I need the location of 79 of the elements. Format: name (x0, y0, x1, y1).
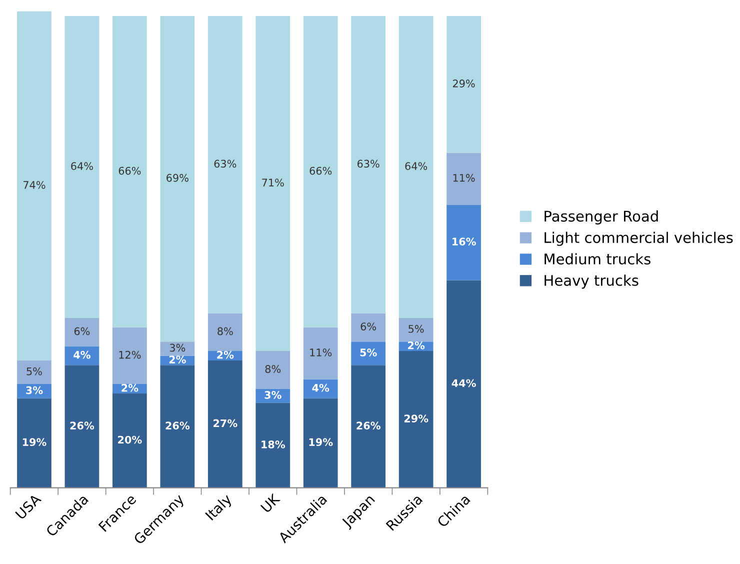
bar (160, 342, 195, 356)
data-label: 4% (74, 350, 90, 359)
data-label: 29% (452, 80, 475, 88)
bar (446, 16, 481, 153)
bar (351, 313, 386, 342)
legend-label: Passenger Road (544, 210, 658, 225)
bar (160, 16, 195, 342)
bar (208, 313, 242, 352)
data-label: 29% (404, 414, 428, 422)
data-label: 26% (70, 422, 94, 430)
bar (208, 360, 242, 488)
data-label: 2% (408, 341, 425, 350)
bar (112, 393, 147, 488)
data-label: 5% (360, 348, 377, 356)
data-label: 4% (312, 384, 330, 392)
bar (303, 398, 338, 488)
data-label: 66% (310, 166, 332, 175)
data-label: 11% (453, 174, 475, 182)
data-label: 26% (356, 422, 380, 430)
data-label: 6% (360, 322, 376, 330)
data-label: 3% (26, 386, 43, 394)
data-label: 5% (26, 367, 42, 376)
bar (17, 360, 52, 384)
data-label: 3% (264, 390, 282, 399)
bar (256, 351, 290, 389)
bar (446, 204, 481, 280)
data-label: 66% (118, 166, 141, 175)
data-label: 8% (265, 365, 281, 373)
bar (208, 16, 242, 314)
bar (398, 351, 434, 488)
bar (398, 16, 434, 318)
bar (64, 365, 100, 488)
bar (446, 152, 481, 205)
bar (351, 16, 386, 314)
bar (64, 318, 100, 346)
data-label: 19% (309, 438, 333, 446)
data-label: 2% (122, 384, 138, 392)
data-label: 6% (74, 327, 90, 336)
data-label: 8% (218, 327, 233, 336)
data-label: 11% (310, 348, 332, 356)
data-label: 20% (118, 436, 142, 444)
data-label: 63% (357, 160, 380, 168)
data-label: 5% (408, 324, 424, 333)
data-label: 74% (24, 181, 46, 189)
bar (112, 16, 147, 328)
bar (303, 16, 338, 328)
data-label: 2% (169, 356, 186, 364)
bar (256, 16, 290, 352)
data-label: 71% (262, 178, 284, 187)
data-label: 44% (452, 379, 476, 388)
data-label: 26% (166, 422, 190, 430)
legend-label: Light commercial vehicles (544, 232, 733, 246)
data-label: 3% (170, 344, 186, 352)
bar (446, 280, 481, 488)
bar (351, 365, 386, 488)
bar (351, 342, 386, 366)
bar (17, 398, 52, 488)
data-label: 2% (217, 350, 234, 359)
data-label: 18% (262, 440, 286, 448)
bar (256, 402, 290, 488)
data-label: 19% (22, 438, 46, 446)
data-label: 27% (214, 419, 238, 428)
bar (17, 11, 52, 360)
legend-label: Heavy trucks (544, 274, 638, 289)
bar (160, 365, 195, 488)
bar (112, 327, 147, 384)
x-tick-label: USA (14, 492, 42, 520)
bar (303, 327, 338, 380)
data-label: 16% (452, 238, 476, 246)
data-label: 69% (166, 174, 188, 182)
data-label: 63% (214, 160, 236, 168)
bar (398, 318, 434, 342)
data-label: 64% (405, 162, 428, 170)
legend-label: Medium trucks (544, 253, 650, 265)
x-tick-label: UK (260, 492, 281, 514)
data-label: 64% (71, 162, 93, 170)
data-label: 12% (119, 350, 141, 359)
bar (64, 16, 100, 318)
bar (303, 379, 338, 398)
